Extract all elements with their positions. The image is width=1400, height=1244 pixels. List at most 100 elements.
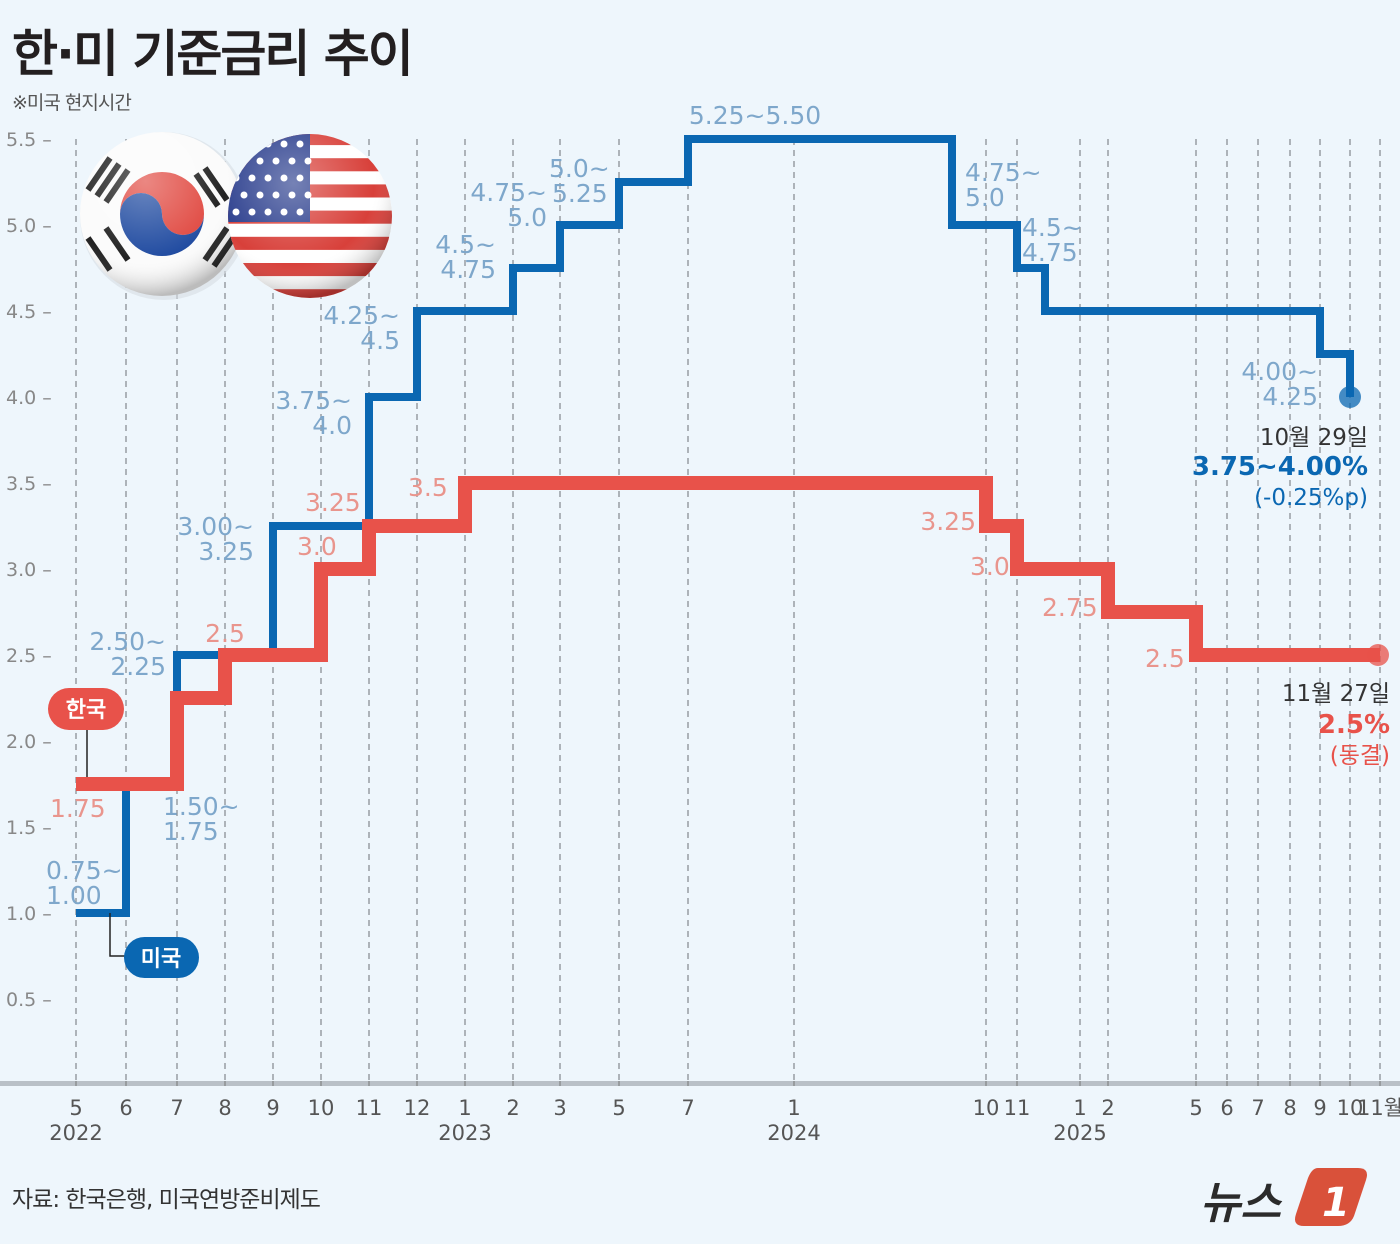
us-final-date: 10월 29일 <box>1260 425 1368 451</box>
x-tick-label: 6 <box>119 1096 132 1120</box>
us-value-label: 2.25 <box>110 652 166 681</box>
x-tick-label: 5 <box>1189 1096 1202 1120</box>
us-value-label: 1.75 <box>163 817 219 846</box>
x-axis-line <box>0 1081 1400 1086</box>
korea-value-label: 3.5 <box>408 473 448 502</box>
korea-final-date: 11월 27일 <box>1282 681 1390 707</box>
y-tick-label: 3.5 – <box>6 473 52 495</box>
y-tick-label: 3.0 – <box>6 559 52 581</box>
x-tick-label: 9 <box>266 1096 279 1120</box>
x-tick-label: 5 <box>69 1096 82 1120</box>
us-latest-marker <box>1339 386 1361 408</box>
x-tick-label: 5 <box>612 1096 625 1120</box>
us-value-label: 4.75 <box>440 255 496 284</box>
x-tick-label: 11 <box>356 1096 383 1120</box>
x-year-label: 2024 <box>767 1121 820 1145</box>
us-value-label: 3.75~ <box>275 386 352 415</box>
korea-value-label: 1.75 <box>50 794 106 823</box>
logo-mark: 1 <box>1322 1180 1350 1226</box>
y-tick-label: 5.0 – <box>6 215 52 237</box>
x-tick-label: 10 <box>308 1096 335 1120</box>
us-value-label: 1.50~ <box>163 792 240 821</box>
us-value-label: 4.75 <box>1022 238 1078 267</box>
source-note: 자료: 한국은행, 미국연방준비제도 <box>12 1187 321 1213</box>
korea-final-value: 2.5% <box>1318 710 1390 740</box>
x-tick-label: 3 <box>553 1096 566 1120</box>
us-value-label: 3.00~ <box>177 512 254 541</box>
x-tick-label: 12 <box>404 1096 431 1120</box>
us-value-label: 5.25 <box>552 179 608 208</box>
us-value-label: 4.75~ <box>965 158 1042 187</box>
us-value-label: 4.0 <box>312 411 352 440</box>
x-tick-label: 10 <box>1337 1096 1364 1120</box>
korea-value-label: 3.0 <box>297 532 337 561</box>
x-year-label: 2022 <box>49 1121 102 1145</box>
x-tick-label: 1 <box>787 1096 800 1120</box>
timezone-note: ※미국 현지시간 <box>12 92 132 114</box>
us-value-label: 3.25 <box>198 537 254 566</box>
x-tick-label: 2 <box>1101 1096 1114 1120</box>
flags-illustration <box>80 132 392 300</box>
y-tick-label: 1.0 – <box>6 903 52 925</box>
us-value-label: 5.0 <box>965 183 1005 212</box>
us-value-label: 4.5 <box>360 326 400 355</box>
y-tick-label: 4.0 – <box>6 387 52 409</box>
x-year-label: 2025 <box>1053 1121 1106 1145</box>
korea-flag-icon <box>80 132 244 296</box>
korea-legend-label: 한국 <box>66 698 106 723</box>
korea-value-label: 2.5 <box>205 619 245 648</box>
us-final-annotation: 10월 29일 3.75~4.00% (-0.25%p) <box>1192 425 1368 511</box>
x-tick-label: 11월 <box>1357 1096 1400 1120</box>
korea-value-label: 3.25 <box>920 507 976 536</box>
x-tick-label: 10 <box>973 1096 1000 1120</box>
us-badge: 미국 <box>109 913 199 978</box>
logo-text: 뉴스 <box>1200 1178 1282 1229</box>
y-tick-label: 1.5 – <box>6 817 52 839</box>
x-tick-label: 6 <box>1220 1096 1233 1120</box>
x-year-label: 2023 <box>438 1121 491 1145</box>
us-value-label: 4.75~ <box>470 178 547 207</box>
y-tick-label: 2.0 – <box>6 731 52 753</box>
x-tick-label: 1 <box>1073 1096 1086 1120</box>
korea-final-annotation: 11월 27일 2.5% (동결) <box>1282 681 1390 769</box>
x-tick-label: 7 <box>1251 1096 1264 1120</box>
x-tick-label: 2 <box>506 1096 519 1120</box>
page-title: 한·미 기준금리 추이 <box>12 25 414 83</box>
us-value-label: 4.25~ <box>323 301 400 330</box>
us-value-label: 1.00 <box>46 881 102 910</box>
korea-value-label: 2.5 <box>1145 644 1185 673</box>
us-final-value: 3.75~4.00% <box>1192 452 1368 482</box>
korea-badge: 한국 <box>48 688 124 777</box>
us-final-change: (-0.25%p) <box>1254 485 1368 511</box>
x-tick-label: 8 <box>218 1096 231 1120</box>
us-value-label: 4.5~ <box>435 230 496 259</box>
us-legend-label: 미국 <box>141 947 181 972</box>
us-value-label: 5.0 <box>507 203 547 232</box>
korea-value-label: 3.25 <box>305 488 361 517</box>
x-tick-label: 8 <box>1283 1096 1296 1120</box>
us-value-label: 2.50~ <box>89 627 166 656</box>
x-tick-label: 7 <box>170 1096 183 1120</box>
y-tick-label: 0.5 – <box>6 989 52 1011</box>
y-tick-label: 2.5 – <box>6 645 52 667</box>
y-tick-label: 4.5 – <box>6 301 52 323</box>
x-tick-label: 9 <box>1313 1096 1326 1120</box>
us-value-label: 4.25 <box>1262 382 1318 411</box>
korea-rate-line <box>76 476 1380 791</box>
korea-latest-marker <box>1367 644 1389 666</box>
x-tick-label: 7 <box>681 1096 694 1120</box>
y-tick-label: 5.5 – <box>6 129 52 151</box>
us-value-label: 0.75~ <box>46 856 123 885</box>
x-tick-label: 1 <box>458 1096 471 1120</box>
news1-logo: 뉴스 1 <box>1200 1168 1367 1229</box>
us-flag-icon <box>228 134 392 298</box>
us-value-label: 5.0~ <box>549 154 610 183</box>
korea-final-change: (동결) <box>1330 743 1390 769</box>
korea-value-label: 2.75 <box>1042 593 1098 622</box>
korea-value-label: 3.0 <box>970 552 1010 581</box>
us-value-label: 4.5~ <box>1022 213 1083 242</box>
us-value-label: 4.00~ <box>1241 357 1318 386</box>
x-tick-label: 11 <box>1004 1096 1031 1120</box>
